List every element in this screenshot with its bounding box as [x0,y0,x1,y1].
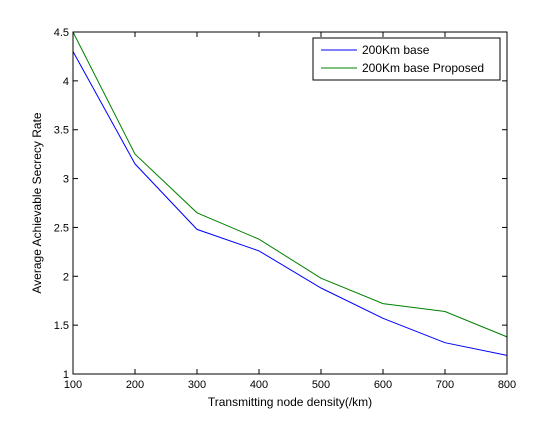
legend-label: 200Km base Proposed [362,61,484,75]
x-tick-label: 200 [126,379,144,391]
x-tick-label: 500 [312,379,330,391]
y-tick-label: 3 [63,174,69,186]
x-axis-label: Transmitting node density(/km) [208,395,372,409]
y-tick-label: 1 [63,369,69,381]
x-tick-label: 700 [436,379,454,391]
y-tick-label: 1.5 [54,320,69,332]
x-tick-label: 300 [188,379,206,391]
x-tick-label: 800 [498,379,516,391]
y-tick-label: 4 [63,76,69,88]
y-tick-label: 4.5 [54,27,69,39]
x-tick-label: 400 [250,379,268,391]
y-axis-label: Average Achievable Secrecy Rate [30,112,44,294]
y-tick-label: 2 [63,271,69,283]
x-tick-label: 600 [374,379,392,391]
plot-area [73,32,507,374]
y-tick-label: 2.5 [54,222,69,234]
legend-label: 200Km base [362,43,430,57]
legend: 200Km base 200Km base Proposed [313,38,500,80]
y-tick-label: 3.5 [54,125,69,137]
